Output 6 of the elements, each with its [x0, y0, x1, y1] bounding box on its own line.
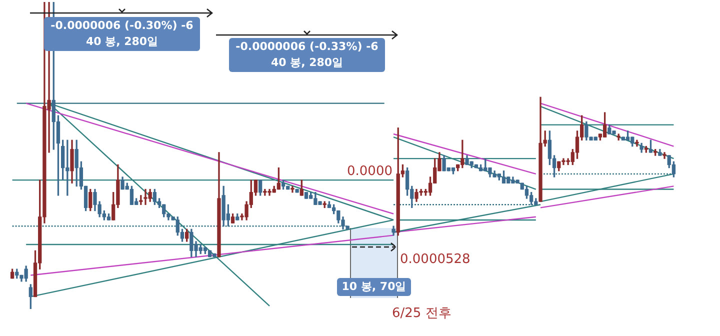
annotation: -0.0000006 (-0.33%) -6 40 봉, 280일: [229, 38, 385, 72]
annotation: 6/25 전후: [392, 305, 452, 322]
annotation: 0.0000528: [400, 252, 470, 267]
annotation: 10 봉, 70일: [337, 278, 411, 296]
annotation: 0.0000: [347, 164, 392, 179]
annotation: -0.0000006 (-0.30%) -6 40 봉, 280일: [44, 17, 200, 51]
